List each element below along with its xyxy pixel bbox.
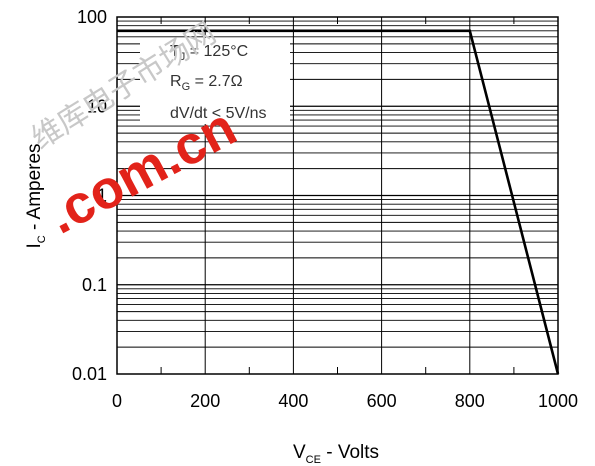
ticks: 0 200 400 600 800 1000 0.01 0.1 1 10 100 [72,7,578,411]
y-tick-label: 0.1 [82,275,107,295]
y-tick-label: 100 [77,7,107,27]
y-tick-label: 1 [97,186,107,206]
annotation-dvdt: dV/dt < 5V/ns [170,105,267,122]
y-axis-label: IC - Amperes [24,143,48,248]
y-tick-label: 10 [87,96,107,116]
x-axis-label: VCE - Volts [293,442,379,466]
annotation-tj: TJ = 125°C [170,43,248,63]
grid [117,17,558,374]
series-line [117,29,560,375]
x-tick-label: 400 [278,391,308,411]
x-tick-label: 0 [112,391,122,411]
watermark: 维库电子市场网 .com.cn [26,16,246,246]
x-tick-label: 600 [367,391,397,411]
y-tick-label: 0.01 [72,364,107,384]
x-tick-label: 800 [455,391,485,411]
x-tick-label: 1000 [538,391,578,411]
condition-annotations: TJ = 125°C RG = 2.7Ω dV/dt < 5V/ns [140,38,290,124]
series [117,29,560,375]
annotation-rg: RG = 2.7Ω [170,73,243,93]
x-tick-label: 200 [190,391,220,411]
